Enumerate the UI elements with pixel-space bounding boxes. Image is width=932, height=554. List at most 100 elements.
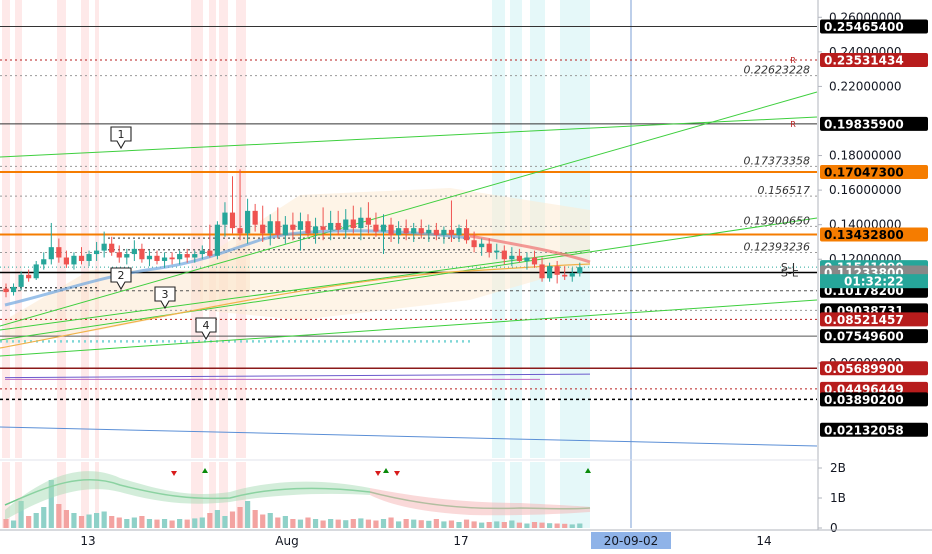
candle-body [71,255,77,265]
candle-body [237,228,243,234]
time-tick-label: 13 [80,534,95,548]
price-label-badge [820,116,928,131]
volume-bar [101,511,107,528]
cursor-date-label: 20-09-02 [604,534,658,548]
volume-bar [63,510,69,528]
candle-body [463,228,470,241]
countdown-label: 01:32:22 [844,275,904,289]
candle-body [403,228,409,234]
volume-bar [297,519,304,528]
volume-bar [169,520,175,528]
volume-bar [516,522,522,528]
price-label-badge [820,227,928,242]
volume-bar [486,522,492,528]
red-highlight-band [191,0,203,458]
red-highlight-band [219,0,228,458]
volume-indicator-cloud [5,471,370,520]
trend-line [0,299,818,357]
time-axis[interactable]: 13 Aug 17 14 20-09-02 [0,529,932,549]
volume-bar [146,519,153,528]
price-tick-label: 0.18000000 [829,149,902,163]
candle-body [56,247,62,258]
candle-body [94,250,100,255]
volume-bar [426,520,432,528]
candle-body [343,219,349,230]
candle-body [305,221,311,234]
candle-body [267,221,273,234]
cyan-highlight-band [492,462,505,528]
volume-bar [456,522,462,528]
purple-line [4,373,591,379]
signal-up-arrow [383,468,389,473]
callout-number: 2 [118,269,125,282]
volume-bar [184,519,190,528]
candle-body [86,254,92,261]
volume-bar [358,518,364,528]
red-highlight-band [81,462,89,528]
candle-body [479,243,485,248]
volume-bar [214,510,220,528]
candle-body [554,266,560,275]
red-highlight-band [95,462,99,528]
candle-body [486,243,492,253]
volume-bar [161,519,168,528]
resistance-tag: R [790,120,796,129]
volume-bar [418,520,424,528]
price-axis[interactable]: 0.260000000.240000000.220000000.18000000… [817,0,932,550]
sl-label: S-L [781,261,799,274]
signal-up-arrow [585,468,591,473]
volume-bar [479,522,485,528]
candle-body [358,217,364,229]
volume-bar [547,523,553,528]
volume-bar [494,521,500,528]
candle-body [350,219,356,229]
red-highlight-band [209,0,216,458]
candle-body [18,274,24,287]
candle-body [124,254,130,258]
volume-bar [116,517,122,528]
volume-bar [365,519,371,528]
price-label-value: 0.08521457 [824,313,904,327]
volume-bar [343,520,349,528]
callout-marker [110,267,132,291]
candle-body [214,224,220,256]
candle-body [252,210,258,225]
volume-bar [328,519,334,528]
candle-body [101,243,107,251]
candle-body [146,255,153,260]
candle-body [63,257,69,265]
trend-line [0,249,591,331]
time-tick-label: 17 [453,534,468,548]
cloud-area [200,188,590,320]
volume-bar [471,521,477,528]
volume-bar [312,519,319,528]
moving-average-line [469,234,591,264]
candle-body [139,248,145,260]
volume-bar [18,501,24,528]
cursor-date-badge [591,532,671,549]
callout-markers: 1 2 3 4 [110,126,217,341]
price-tick-label: 0.16000000 [829,183,902,197]
volume-bar [539,522,545,528]
price-label-value: 0.19835900 [824,117,904,131]
candle-body [380,224,387,232]
candle-body [48,247,54,260]
volume-bar [48,480,54,528]
trend-line [0,116,818,158]
volume-bar [267,513,273,528]
price-tick-label: 0.22000000 [829,79,902,93]
candle-body [516,255,522,261]
candle-body [539,264,545,279]
volume-bar [463,519,470,528]
candle-body [418,228,424,234]
candle-body [328,222,334,230]
volume-bar [282,516,288,528]
candle-body [41,259,47,265]
volume-bar [245,501,251,528]
candle-body [177,254,183,260]
candle-body [448,229,455,236]
signal-down-arrow [375,471,381,476]
time-tick-label: 14 [756,534,771,548]
candle-body [297,221,304,230]
